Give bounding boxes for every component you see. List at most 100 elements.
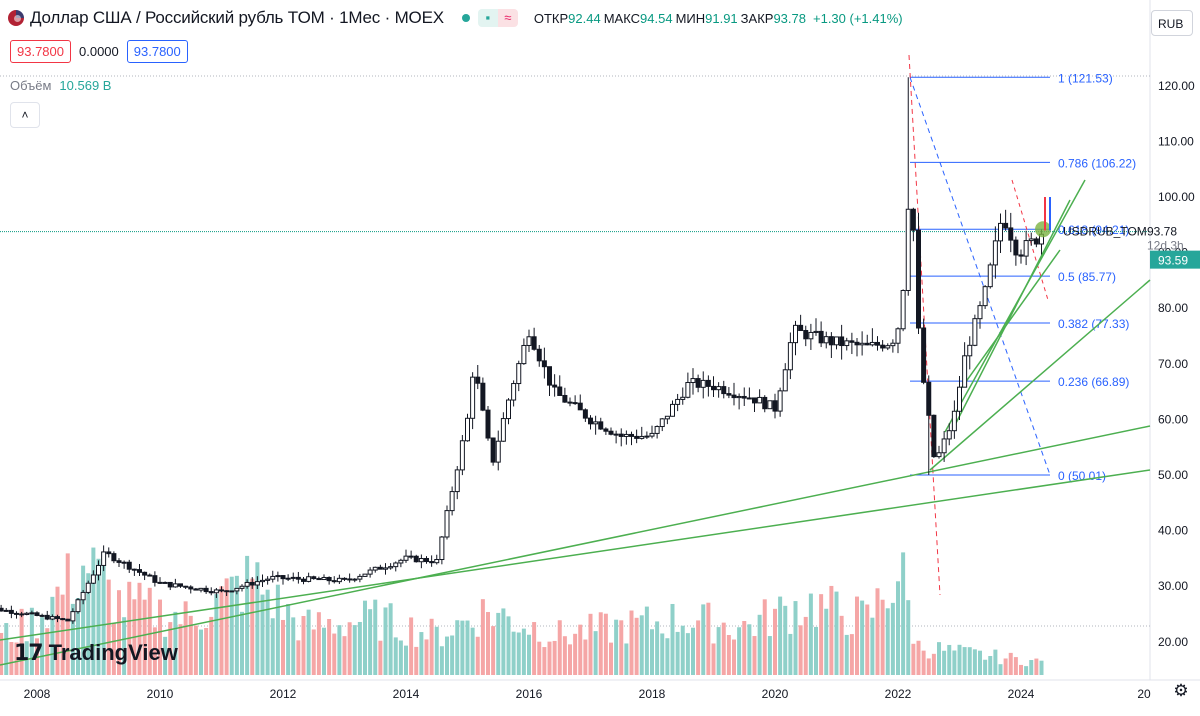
candle-body [357,575,363,580]
candle-body [162,581,168,584]
candle-body [418,557,424,563]
candle-body [60,618,66,621]
settings-gear-icon[interactable]: ⚙ [1173,681,1189,700]
volume-bar [342,636,347,675]
candle-body [14,612,19,615]
toggle-approx-icon[interactable]: ≈ [497,9,518,27]
volume-bar [506,616,511,675]
volume-bar [839,615,844,675]
volume-bar [860,600,865,675]
volume-bar [916,640,921,675]
candle-body [982,286,988,307]
candle-body [388,566,394,569]
volume-bar [29,607,34,675]
ohlc-readout: ОТКР92.44 МАКС94.54 МИН91.91 ЗАКР93.78 +… [534,11,903,26]
volume-bar [557,620,562,675]
x-tick-label: 2012 [270,687,297,701]
volume-bar [209,616,214,675]
candle-body [926,381,932,416]
volume-bar [363,600,367,675]
fib-level-label: 1 (121.53) [1058,71,1113,85]
candle-body [664,415,670,420]
candle-body [869,341,875,346]
candle-body [516,363,522,385]
candle-body [987,264,993,288]
candle-body [552,384,558,388]
x-tick-label: 2020 [762,687,789,701]
candle-body [239,585,245,589]
candle-body [183,585,189,588]
volume-bar [732,639,736,675]
candle-body [541,360,547,368]
volume-bar [629,610,634,675]
candle-body [670,403,675,417]
volume-bar [188,615,193,675]
candle-body [126,561,132,570]
candle-body [116,560,122,563]
candle-body [813,330,819,333]
candle-body [475,376,481,384]
volume-bar [1029,660,1034,675]
volume-bar [578,624,583,675]
candle-body [746,397,752,400]
candle-body [946,430,952,440]
fib-retracement [908,54,1051,596]
volume-bar [281,619,285,675]
candle-body [1023,240,1029,257]
candle-body [70,611,76,622]
volume-bar [1039,660,1044,675]
candle-body [352,578,358,581]
y-tick-label: 120.00 [1158,79,1195,93]
candle-body [854,341,860,346]
volume-bar [619,620,624,675]
volume-bar [691,627,695,675]
candle-body [864,342,870,346]
candle-body [459,440,465,471]
buy-price-button[interactable]: 93.7800 [126,40,188,63]
candle-body [593,421,599,425]
volume-bar [409,617,414,675]
quote-row: 93.7800 0.0000 93.7800 [10,40,188,63]
currency-select[interactable]: RUB [1151,10,1193,36]
candle-body [588,417,593,425]
ohlc-close: ЗАКР93.78 [740,10,806,26]
candle-body [828,336,834,346]
sell-price-button[interactable]: 93.7800 [10,40,71,63]
candle-body [495,440,501,463]
volume-bar [352,625,357,675]
candle-body [695,378,701,388]
volume-bar [901,552,906,675]
trend-line [959,249,1061,391]
candle-body [1008,227,1014,241]
volume-bar [193,625,198,675]
volume-bar [952,650,957,675]
fib-level-label: 0.236 (66.89) [1058,375,1129,389]
candle-body [372,566,378,571]
candle-body [936,452,942,458]
x-tick-label: 2010 [147,687,174,701]
symbol-title[interactable]: Доллар США / Российский рубль TOM · 1Мес… [30,8,444,27]
toggle-bars-icon[interactable]: ▪ [477,9,498,27]
volume-bar [501,608,506,675]
chevron-up-icon: ˄ [21,108,29,122]
volume-bar [829,585,834,675]
volume-bar [9,642,14,675]
volume-bar [250,578,255,675]
candle-body [449,491,455,512]
display-toggle[interactable]: ▪ ≈ [477,9,518,27]
collapse-legend-button[interactable]: ˄ [10,102,40,128]
candle-body [383,567,388,570]
volume-bar [896,581,900,675]
candle-body [1028,238,1034,242]
candle-body [65,618,71,622]
volume-bar [142,599,147,675]
candle-body [347,578,353,581]
us-flag-icon [8,10,24,26]
volume-bar [942,650,947,675]
volume-bar [670,603,675,675]
candle-body [377,566,383,570]
volume-bar [675,631,680,675]
candle-body [367,569,373,575]
candle-body [782,369,788,392]
